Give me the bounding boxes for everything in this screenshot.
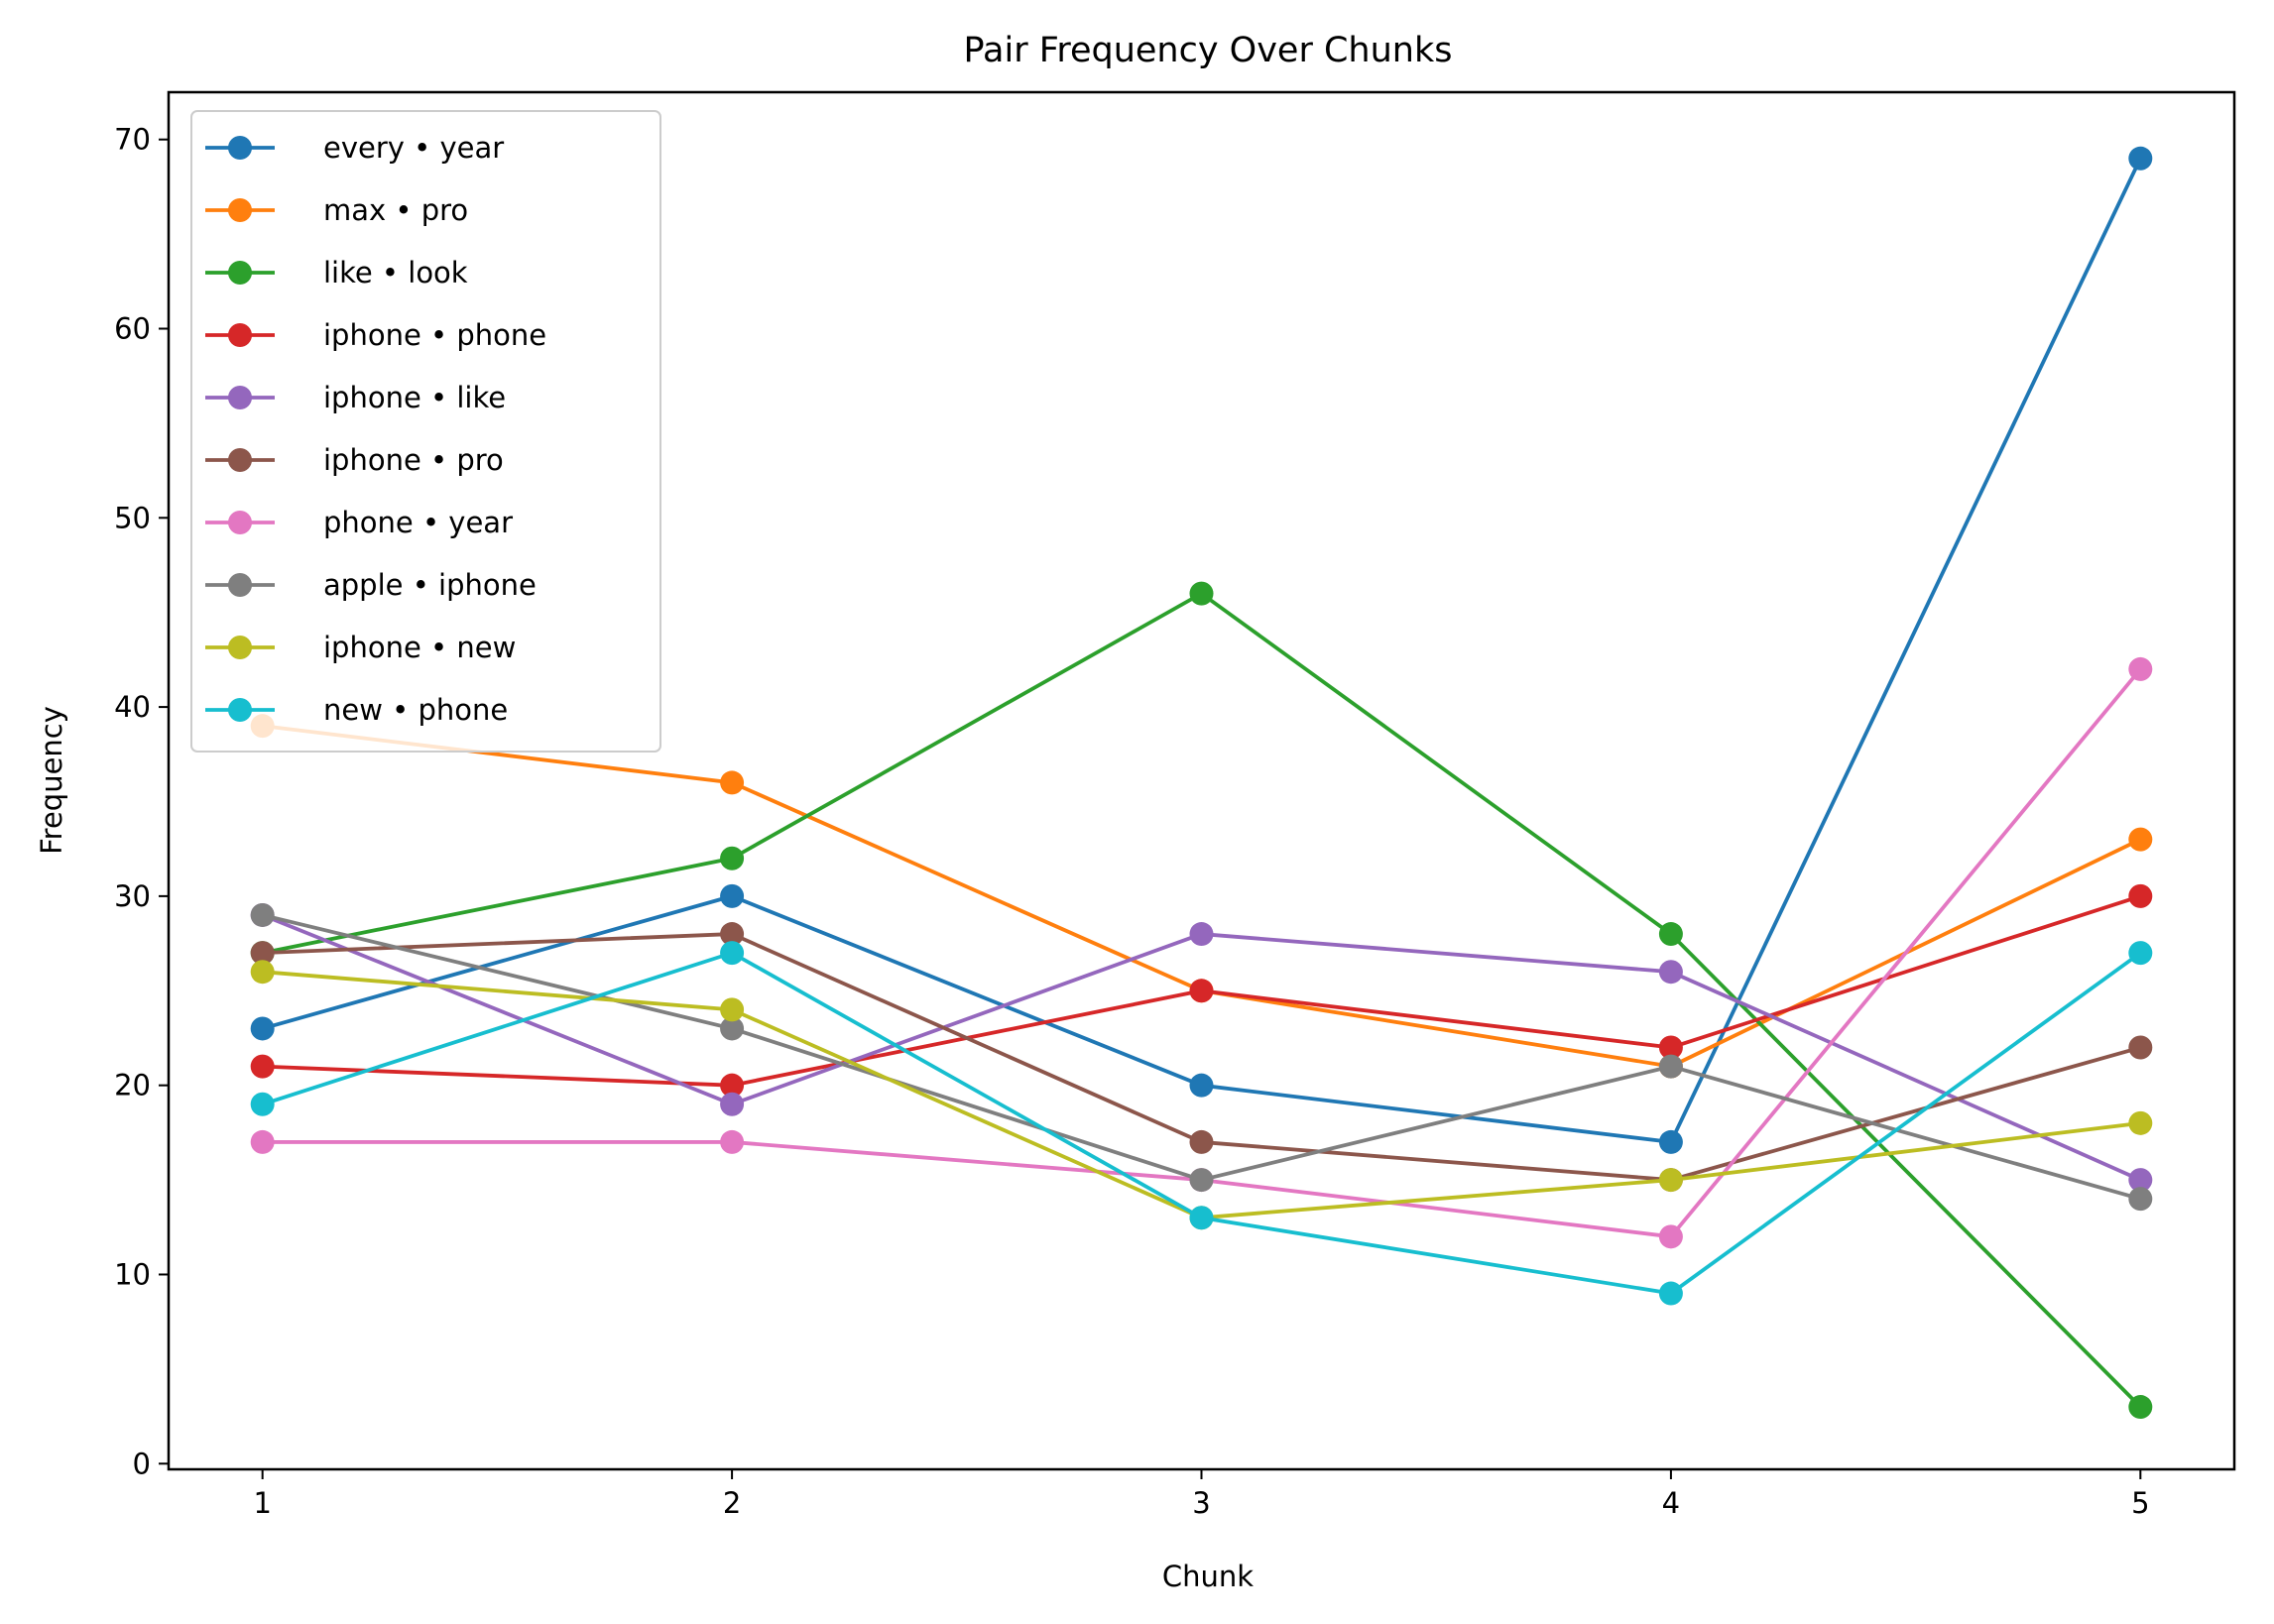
legend-item: phone • year xyxy=(205,506,513,539)
data-point xyxy=(250,1054,275,1079)
data-point xyxy=(2128,827,2153,852)
legend-label: new • phone xyxy=(323,693,508,727)
x-tick-label: 5 xyxy=(2131,1486,2149,1520)
plot-area xyxy=(250,146,2153,1420)
data-point xyxy=(1658,1035,1683,1060)
data-point xyxy=(2128,656,2153,681)
data-point xyxy=(1658,1168,1683,1193)
data-point xyxy=(1189,1206,1214,1230)
data-point xyxy=(1189,922,1214,947)
data-point xyxy=(1658,1129,1683,1154)
data-point xyxy=(1189,581,1214,606)
data-point xyxy=(1658,960,1683,985)
legend-label: like • look xyxy=(323,256,468,290)
y-tick-label: 20 xyxy=(114,1069,151,1102)
data-point xyxy=(2128,941,2153,966)
legend-item: iphone • like xyxy=(205,381,506,414)
legend-label: max • pro xyxy=(323,193,468,227)
legend-swatch-marker xyxy=(228,636,252,659)
data-point xyxy=(250,941,275,966)
x-axis: 1 2 3 4 5 xyxy=(253,1469,2150,1520)
legend-label: iphone • like xyxy=(323,381,506,414)
y-tick-label: 40 xyxy=(114,690,151,724)
legend-item: iphone • pro xyxy=(205,443,504,477)
legend-label: apple • iphone xyxy=(323,568,537,602)
legend-label: phone • year xyxy=(323,506,513,539)
data-point xyxy=(2128,1395,2153,1420)
data-point xyxy=(2128,1168,2153,1193)
data-point xyxy=(1189,1168,1214,1193)
data-point xyxy=(2128,1035,2153,1060)
data-point xyxy=(1189,979,1214,1003)
data-point xyxy=(720,997,745,1022)
legend-swatch-marker xyxy=(228,261,252,285)
legend-swatch-marker xyxy=(228,198,252,222)
legend-item: apple • iphone xyxy=(205,568,537,602)
legend-item: new • phone xyxy=(205,693,508,727)
data-point xyxy=(1658,922,1683,947)
data-point xyxy=(250,1016,275,1041)
data-point xyxy=(1658,1054,1683,1079)
data-point xyxy=(1658,1224,1683,1249)
legend: every • year max • pro like • look iphone •… xyxy=(190,110,661,753)
data-point xyxy=(250,1129,275,1154)
legend-swatch-marker xyxy=(228,136,252,160)
legend-swatch-marker xyxy=(228,323,252,347)
legend-box xyxy=(190,110,661,753)
data-point xyxy=(2128,883,2153,908)
data-point xyxy=(2128,1110,2153,1135)
x-axis-label: Chunk xyxy=(1162,1560,1254,1593)
data-point xyxy=(720,1092,745,1116)
data-point xyxy=(720,1073,745,1098)
data-point xyxy=(720,1016,745,1041)
y-tick-label: 70 xyxy=(114,123,151,157)
legend-label: every • year xyxy=(323,131,504,165)
y-tick-label: 0 xyxy=(133,1447,151,1480)
y-tick-label: 50 xyxy=(114,501,151,534)
data-point xyxy=(1189,1073,1214,1098)
legend-label: iphone • pro xyxy=(323,443,504,477)
data-point xyxy=(720,1129,745,1154)
legend-swatch-marker xyxy=(228,573,252,597)
series-4 xyxy=(250,883,2153,1098)
data-point xyxy=(2128,1187,2153,1212)
data-point xyxy=(720,941,745,966)
legend-item: every • year xyxy=(205,131,504,165)
legend-swatch-marker xyxy=(228,448,252,472)
y-axis-label: Frequency xyxy=(35,706,68,855)
data-point xyxy=(250,1092,275,1116)
data-point xyxy=(250,960,275,985)
data-point xyxy=(720,922,745,947)
legend-item: max • pro xyxy=(205,193,468,227)
x-tick-label: 2 xyxy=(723,1486,741,1520)
data-point xyxy=(250,902,275,927)
series-8 xyxy=(250,902,2153,1212)
legend-swatch-marker xyxy=(228,698,252,722)
chart-title: Pair Frequency Over Chunks xyxy=(964,31,1453,70)
data-point xyxy=(1189,1129,1214,1154)
x-tick-label: 4 xyxy=(1662,1486,1680,1520)
y-tick-label: 60 xyxy=(114,311,151,345)
legend-label: iphone • new xyxy=(323,631,516,664)
y-tick-label: 30 xyxy=(114,879,151,913)
series-10 xyxy=(250,941,2153,1306)
legend-swatch-marker xyxy=(228,511,252,534)
data-point xyxy=(720,846,745,870)
legend-item: like • look xyxy=(205,256,468,290)
x-tick-label: 3 xyxy=(1192,1486,1210,1520)
legend-label: iphone • phone xyxy=(323,318,546,352)
legend-item: iphone • phone xyxy=(205,318,546,352)
y-axis: 0 10 20 30 40 50 60 70 xyxy=(114,123,169,1480)
data-point xyxy=(2128,146,2153,171)
data-point xyxy=(720,770,745,795)
data-point xyxy=(720,883,745,908)
legend-swatch-marker xyxy=(228,386,252,409)
x-tick-label: 1 xyxy=(253,1486,271,1520)
data-point xyxy=(1658,1281,1683,1306)
legend-item: iphone • new xyxy=(205,631,516,664)
y-tick-label: 10 xyxy=(114,1257,151,1291)
